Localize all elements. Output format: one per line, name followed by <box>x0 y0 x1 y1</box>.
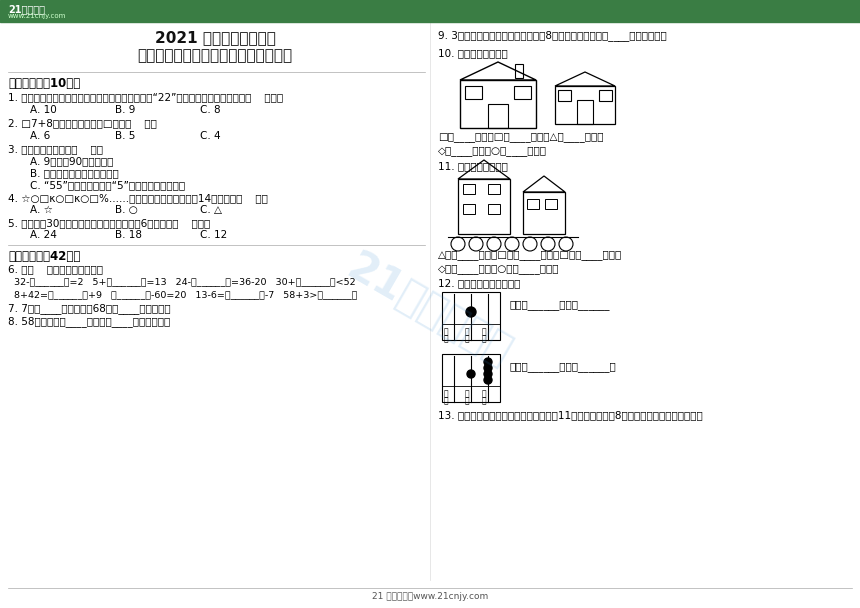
Text: 位: 位 <box>482 396 487 405</box>
Text: 2021 年人教版小学数学: 2021 年人教版小学数学 <box>155 30 275 45</box>
Bar <box>488 204 500 214</box>
Circle shape <box>484 358 492 366</box>
Bar <box>555 86 615 124</box>
Text: B. 5: B. 5 <box>115 131 135 141</box>
Circle shape <box>484 370 492 378</box>
Text: 1. 一个两位数，它的个位数字和十位数字相同，如“22”，像这样的两位数一共有（    ）个。: 1. 一个两位数，它的个位数字和十位数字相同，如“22”，像这样的两位数一共有（… <box>8 92 283 102</box>
Bar <box>558 90 571 101</box>
Bar <box>465 86 482 99</box>
Text: 8. 58这个数由（____）十和（____）个一组成。: 8. 58这个数由（____）十和（____）个一组成。 <box>8 316 170 327</box>
Bar <box>488 184 500 194</box>
Bar <box>515 64 523 78</box>
Text: 位: 位 <box>465 334 470 343</box>
Text: 十: 十 <box>465 389 470 398</box>
Text: 一、选择题（10分）: 一、选择题（10分） <box>8 77 80 90</box>
Text: B. 9: B. 9 <box>115 105 135 115</box>
Bar <box>523 192 565 234</box>
Text: 8+42=（______）+9   （______）-60=20   13-6=（______）-7   58+3>（______）: 8+42=（______）+9 （______）-60=20 13-6=（___… <box>14 290 358 299</box>
Bar <box>463 204 475 214</box>
Text: ◇（____）个，○（____）个。: ◇（____）个，○（____）个。 <box>438 146 547 156</box>
Bar <box>0 0 860 22</box>
Text: 个: 个 <box>482 327 487 336</box>
Text: C. 12: C. 12 <box>200 230 227 240</box>
Text: A. 6: A. 6 <box>30 131 50 141</box>
Text: 百: 百 <box>444 327 449 336</box>
Text: △有（____）个，□有（____）个，□有（____）个，: △有（____）个，□有（____）个，□有（____）个， <box>438 250 623 260</box>
Text: 5. 妈妈买回30个苹果，分给姐姐和弟弟每人6个，还剩（    ）个。: 5. 妈妈买回30个苹果，分给姐姐和弟弟每人6个，还剩（ ）个。 <box>8 218 210 228</box>
Text: □（____）个，□（____）个，△（____）个，: □（____）个，□（____）个，△（____）个， <box>438 132 604 142</box>
Text: ◇有（____）个，○有（____）个。: ◇有（____）个，○有（____）个。 <box>438 264 560 274</box>
Bar <box>488 104 508 128</box>
Text: 21世纪教育网: 21世纪教育网 <box>341 246 519 374</box>
Text: 3. 下面说法正确的是（    ）。: 3. 下面说法正确的是（ ）。 <box>8 144 103 154</box>
Text: 2. □7+8的得数是五十多，□里填（    ）。: 2. □7+8的得数是五十多，□里填（ ）。 <box>8 118 157 128</box>
Text: 7. 7比（____）少得多，68和（____）同样多。: 7. 7比（____）少得多，68和（____）同样多。 <box>8 303 170 314</box>
Text: 9. 3个同学一起折小红花，每人折了8朵，他们一共折了（____）朵小红花。: 9. 3个同学一起折小红花，每人折了8朵，他们一共折了（____）朵小红花。 <box>438 30 666 41</box>
Text: 一年级下册期末综合质量检测卷（四）: 一年级下册期末综合质量检测卷（四） <box>138 48 292 63</box>
Text: B. 18: B. 18 <box>115 230 142 240</box>
Text: 13. 小红和小雪玩套环游戏，小红套中了11个，小雪套中了8个，小红比小雪多套中几个？: 13. 小红和小雪玩套环游戏，小红套中了11个，小雪套中了8个，小红比小雪多套中… <box>438 410 703 420</box>
Circle shape <box>484 376 492 384</box>
Bar <box>577 100 593 124</box>
Text: C. △: C. △ <box>200 205 222 215</box>
Bar <box>442 354 500 402</box>
Bar <box>527 199 539 209</box>
Text: 10. 数一数，填一填。: 10. 数一数，填一填。 <box>438 48 507 58</box>
Text: 写作：______读作：______: 写作：______读作：______ <box>510 300 611 310</box>
Text: A. 9个十和90个一同样多: A. 9个十和90个一同样多 <box>30 156 114 166</box>
Text: www.21cnjy.com: www.21cnjy.com <box>8 13 66 19</box>
Bar <box>442 292 500 340</box>
Text: 二、填空题（42分）: 二、填空题（42分） <box>8 250 80 263</box>
Text: A. ☆: A. ☆ <box>30 205 52 215</box>
Circle shape <box>484 364 492 372</box>
Text: B. ○: B. ○ <box>115 205 138 215</box>
Text: 6. 在（    ）里填上合适的数。: 6. 在（ ）里填上合适的数。 <box>8 264 103 274</box>
Bar <box>463 184 475 194</box>
Text: 写作：______读作：______，: 写作：______读作：______， <box>510 362 617 372</box>
Text: C. 4: C. 4 <box>200 131 221 141</box>
Bar <box>545 199 557 209</box>
Circle shape <box>466 307 476 317</box>
Bar <box>514 86 531 99</box>
Text: 21 世纪教育网www.21cnjy.com: 21 世纪教育网www.21cnjy.com <box>372 592 488 601</box>
Text: 11. 数一数，填一填。: 11. 数一数，填一填。 <box>438 161 508 171</box>
Text: 个: 个 <box>482 389 487 398</box>
Text: 位: 位 <box>482 334 487 343</box>
Bar <box>599 90 612 101</box>
Text: C. “55”这个数中的两个“5”表示的意思是相同的: C. “55”这个数中的两个“5”表示的意思是相同的 <box>30 180 185 190</box>
Text: 4. ☆○□κ○□κ○□%......按这样的规律排下去，第14个图形是（    ）。: 4. ☆○□κ○□κ○□%......按这样的规律排下去，第14个图形是（ ）。 <box>8 193 267 203</box>
Text: 位: 位 <box>444 334 449 343</box>
Text: C. 8: C. 8 <box>200 105 221 115</box>
Text: B. 有四条边的图形就是正方形: B. 有四条边的图形就是正方形 <box>30 168 119 178</box>
Text: 十: 十 <box>465 327 470 336</box>
Text: 中小学教育资源及组卷应用平台: 中小学教育资源及组卷应用平台 <box>785 5 855 14</box>
Text: 百: 百 <box>444 389 449 398</box>
Text: A. 24: A. 24 <box>30 230 57 240</box>
Text: 21世纪教育: 21世纪教育 <box>8 4 45 14</box>
Text: 位: 位 <box>444 396 449 405</box>
Bar <box>458 179 510 234</box>
Circle shape <box>467 370 475 378</box>
Text: 12. 看图写数，再读一读。: 12. 看图写数，再读一读。 <box>438 278 520 288</box>
Text: 32-（______）=2   5+（______）=13   24-（______）=36-20   30+（______）<52: 32-（______）=2 5+（______）=13 24-（______）=… <box>14 277 356 286</box>
Text: 位: 位 <box>465 396 470 405</box>
Text: A. 10: A. 10 <box>30 105 57 115</box>
Bar <box>460 80 536 128</box>
